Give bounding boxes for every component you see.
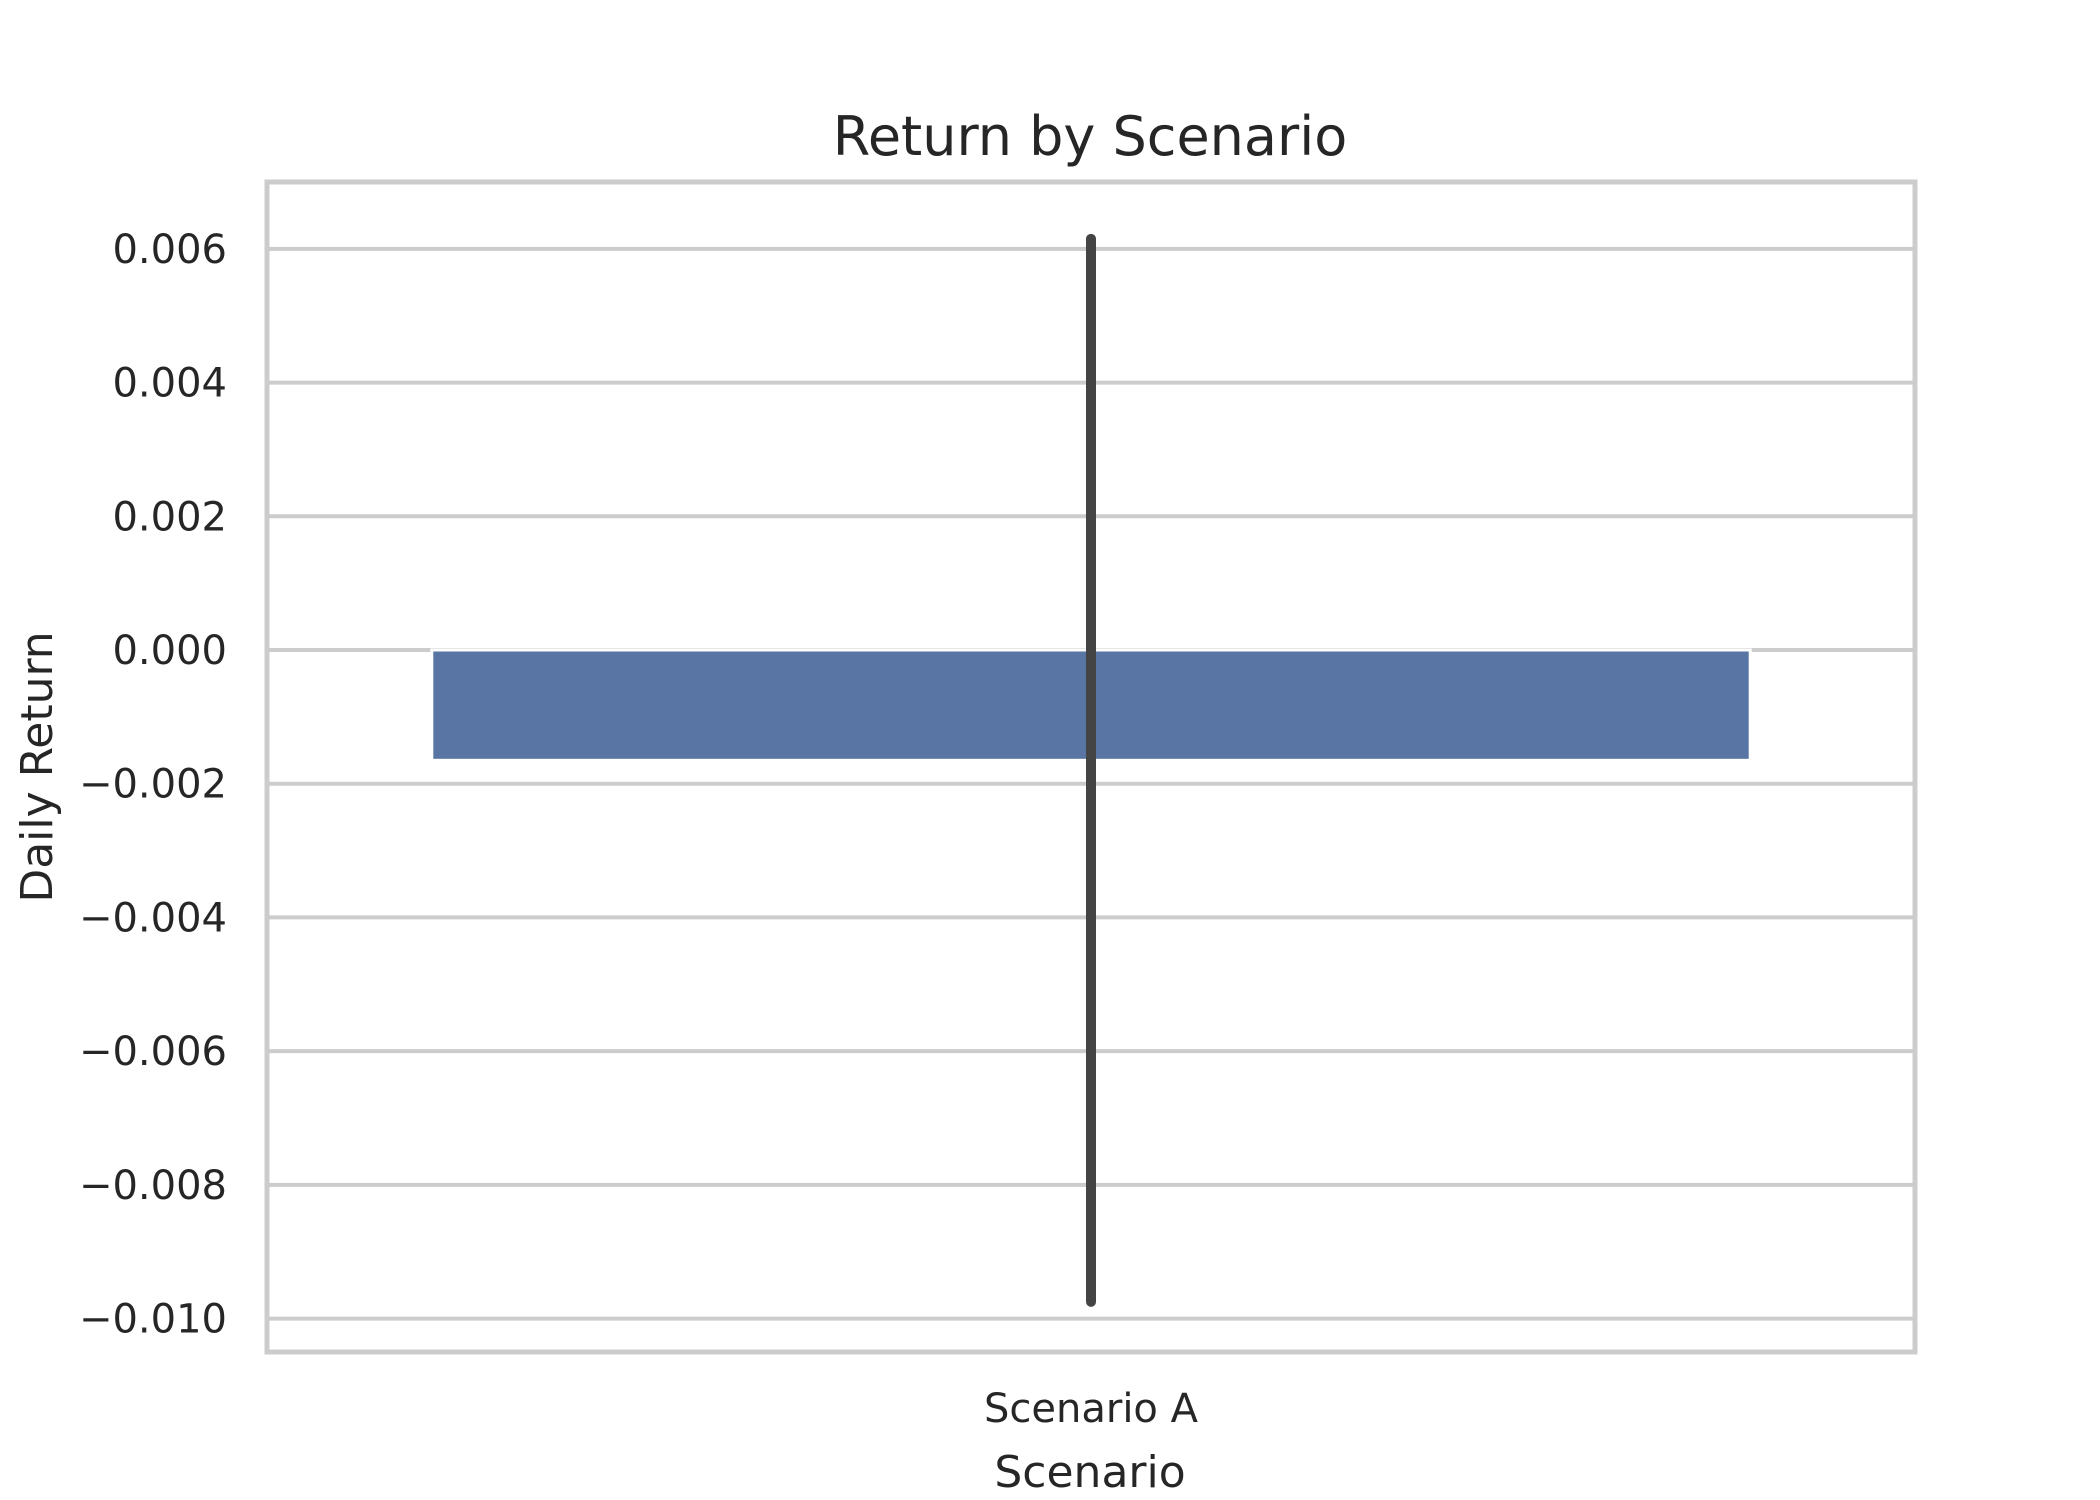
y-tick-label: 0.002	[112, 494, 227, 540]
x-tick-labels: Scenario A	[984, 1386, 1199, 1432]
y-tick-label: −0.004	[79, 895, 227, 941]
x-tick-label: Scenario A	[984, 1386, 1199, 1432]
y-tick-labels: 0.006 0.004 0.002 0.000 −0.002 −0.004 −0.006 −0…	[79, 227, 227, 1343]
y-tick-label: 0.000	[112, 628, 227, 674]
plot-frame	[264, 179, 1918, 1355]
chart-title: Return by Scenario	[833, 105, 1348, 168]
y-tick-label: 0.006	[112, 227, 227, 273]
y-tick-label: 0.004	[112, 361, 227, 407]
y-tick-label: −0.010	[79, 1297, 227, 1343]
y-tick-label: −0.002	[79, 762, 227, 808]
y-tick-label: −0.008	[79, 1163, 227, 1209]
y-axis-label: Daily Return	[12, 631, 63, 902]
y-tick-label: −0.006	[79, 1029, 227, 1075]
x-axis-label: Scenario	[994, 1447, 1185, 1498]
